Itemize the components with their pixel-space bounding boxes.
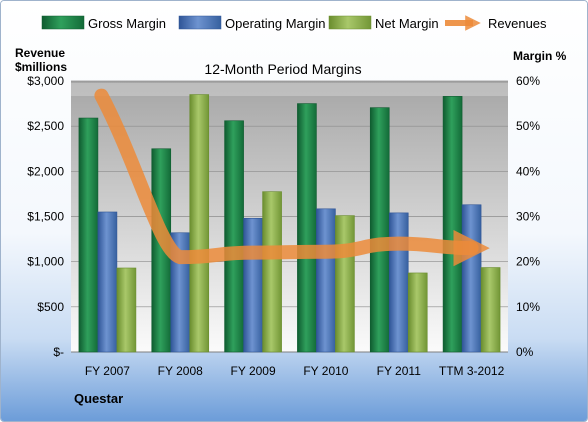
plot-area-top-band <box>71 83 508 96</box>
legend-label-net-margin: Net Margin <box>375 16 439 31</box>
legend-swatch-operating-margin <box>178 15 222 30</box>
revenues-line <box>94 88 490 267</box>
bar-gross-margin <box>224 120 244 353</box>
x-tick-label: TTM 3-2012 <box>439 364 505 378</box>
right-tick-label: 50% <box>516 119 540 133</box>
left-tick-label: $500 <box>37 300 64 314</box>
right-tick-label: 10% <box>516 300 540 314</box>
x-tick-label: FY 2007 <box>85 364 130 378</box>
chart-title: 12-Month Period Margins <box>204 61 361 77</box>
legend-swatch-net-margin <box>328 15 372 30</box>
legend-label-gross-margin: Gross Margin <box>88 16 166 31</box>
x-tick-label: FY 2009 <box>231 364 276 378</box>
right-tick-label: 0% <box>516 345 534 359</box>
bars <box>78 94 501 353</box>
x-tick-label: FY 2011 <box>377 364 422 378</box>
legend: Gross Margin Operating Margin Net Margin… <box>41 15 547 31</box>
right-tick-label: 40% <box>516 164 540 178</box>
left-tick-label: $1,500 <box>27 210 64 224</box>
bar-operating-margin <box>97 211 118 353</box>
right-tick-label: 30% <box>516 210 540 224</box>
bar-net-margin <box>480 267 501 353</box>
bar-operating-margin <box>243 218 263 353</box>
legend-label-revenues: Revenues <box>488 16 547 31</box>
bar-gross-margin <box>442 96 463 353</box>
bar-operating-margin <box>388 212 409 353</box>
bar-gross-margin <box>369 107 390 353</box>
right-axis-ticks: 0% 10% 20% 30% 40% 50% 60% <box>516 74 540 359</box>
revenues-series <box>94 88 490 267</box>
bar-gross-margin <box>78 117 99 353</box>
gridlines <box>71 80 508 353</box>
left-axis-ticks: $- $500 $1,000 $1,500 $2,000 $2,500 $3,000 <box>27 74 64 359</box>
bar-operating-margin <box>316 208 336 353</box>
bar-net-margin <box>407 272 428 353</box>
bar-gross-margin <box>297 103 317 353</box>
legend-swatch-gross-margin <box>41 15 85 30</box>
left-tick-label: $3,000 <box>27 74 64 88</box>
left-axis-title-line2: $millions <box>15 60 67 74</box>
left-axis-title-line1: Revenue <box>15 46 65 60</box>
right-axis-title: Margin % <box>513 49 567 63</box>
left-tick-label: $1,000 <box>27 255 64 269</box>
x-tick-label: FY 2008 <box>158 364 203 378</box>
company-name: Questar <box>74 391 123 406</box>
left-tick-label: $2,500 <box>27 119 64 133</box>
left-tick-label: $- <box>53 345 64 359</box>
bar-net-margin <box>335 215 355 353</box>
right-tick-label: 20% <box>516 255 540 269</box>
x-tick-label: FY 2010 <box>303 364 348 378</box>
bar-net-margin <box>189 94 210 353</box>
bar-net-margin <box>262 191 282 353</box>
left-tick-label: $2,000 <box>27 164 64 178</box>
right-tick-label: 60% <box>516 74 540 88</box>
legend-label-operating-margin: Operating Margin <box>225 16 325 31</box>
bar-operating-margin <box>461 204 482 353</box>
bar-net-margin <box>116 267 137 353</box>
x-axis-ticks: FY 2007 FY 2008 FY 2009 FY 2010 FY 2011 TTM 3… <box>85 364 505 378</box>
